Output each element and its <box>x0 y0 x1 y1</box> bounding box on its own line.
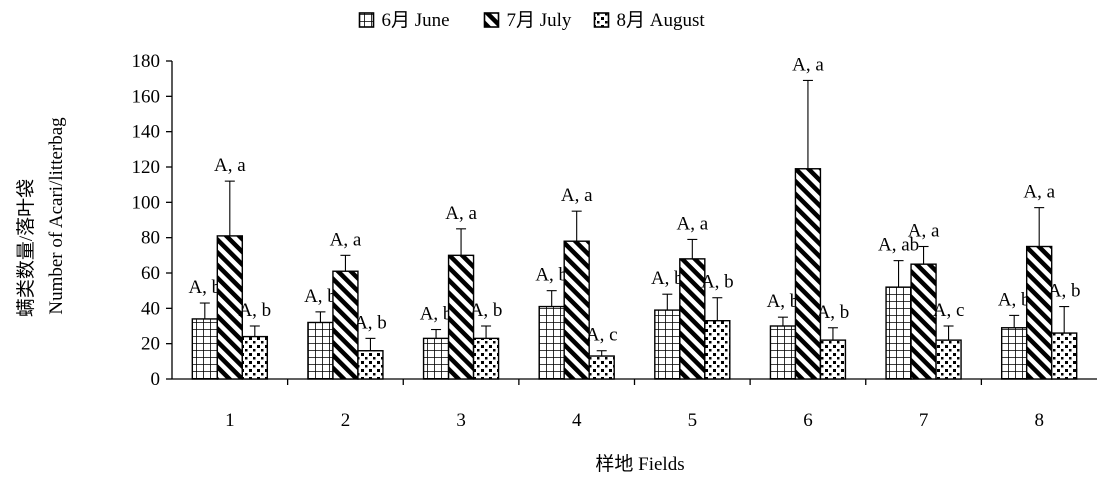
bar <box>563 240 590 380</box>
bar <box>307 321 334 380</box>
bar <box>885 286 912 380</box>
bar <box>819 339 847 380</box>
data-label: A, b <box>238 300 271 321</box>
data-label: A, b <box>354 312 387 333</box>
x-tick-label: 8 <box>1034 410 1044 431</box>
bar <box>1000 327 1028 380</box>
bar <box>241 335 269 380</box>
legend: 6月 June 7月 July 8月 August <box>358 10 706 31</box>
bar <box>1050 332 1078 380</box>
y-tick-label: 160 <box>132 86 161 107</box>
bar <box>654 309 681 380</box>
data-label: A, b <box>188 277 221 298</box>
data-label: A, a <box>908 221 940 242</box>
y-axis-title-en: Number of Acari/litterbag <box>46 117 67 315</box>
bar <box>935 339 962 380</box>
y-tick-label: 120 <box>132 157 161 178</box>
data-label: A, c <box>933 300 965 321</box>
data-label: A, b <box>767 291 800 312</box>
data-label: A, b <box>998 289 1031 310</box>
bar <box>216 235 244 380</box>
data-label: A, b <box>535 265 568 286</box>
data-label: A, a <box>561 185 593 206</box>
y-axis-title-cn: 螨类数量/落叶袋 <box>15 179 37 317</box>
y-tick-label: 0 <box>151 369 161 390</box>
bar <box>588 355 615 380</box>
data-label: A, b <box>470 300 503 321</box>
y-tick-label: 180 <box>132 51 161 72</box>
data-label: A, a <box>445 203 477 224</box>
x-tick-label: 4 <box>572 410 582 431</box>
y-tick-label: 20 <box>141 334 160 355</box>
data-label: A, a <box>1023 182 1055 203</box>
bar <box>538 305 565 380</box>
y-tick-label: 60 <box>141 263 160 284</box>
y-axis: 0 20 40 60 80 100 120 140 160 180 <box>132 51 173 390</box>
y-tick-label: 40 <box>141 298 160 319</box>
bar <box>794 168 822 380</box>
x-tick-label: 3 <box>456 410 466 431</box>
bar <box>332 270 359 380</box>
bar <box>422 337 450 380</box>
data-label: A, b <box>701 272 734 293</box>
legend-label: 7月 July <box>507 10 572 31</box>
bar <box>769 325 797 380</box>
bar <box>357 350 384 380</box>
legend-label: 8月 August <box>617 10 706 31</box>
bars-group: A, b A, a A, b A, b A, a A, b A, b A, a A, b A, b… <box>188 54 1081 380</box>
legend-swatch <box>358 12 375 28</box>
x-axis-title: 样地 Fields <box>595 453 684 475</box>
x-tick-label: 1 <box>225 410 235 431</box>
data-label: A, ab <box>878 235 919 256</box>
data-label: A, a <box>792 54 824 75</box>
data-label: A, c <box>586 325 618 346</box>
data-label: A, a <box>676 213 708 234</box>
y-tick-label: 100 <box>132 192 161 213</box>
x-axis: 1 2 3 4 5 6 7 8 <box>172 378 1097 431</box>
x-tick-label: 6 <box>803 410 813 431</box>
bar <box>447 254 475 380</box>
bar <box>472 337 500 380</box>
data-label: A, b <box>651 268 684 289</box>
x-tick-label: 2 <box>341 410 351 431</box>
data-label: A, a <box>330 229 362 250</box>
bar <box>679 258 706 380</box>
legend-swatch <box>593 12 610 28</box>
data-label: A, b <box>304 286 337 307</box>
bar <box>1025 245 1053 380</box>
data-label: A, b <box>420 304 453 325</box>
bar <box>191 318 219 380</box>
x-tick-label: 7 <box>919 410 929 431</box>
x-tick-label: 5 <box>688 410 698 431</box>
y-tick-label: 80 <box>141 228 160 249</box>
data-label: A, b <box>817 302 850 323</box>
legend-label: 6月 June <box>382 10 450 31</box>
bar <box>704 320 731 380</box>
data-label: A, a <box>214 155 246 176</box>
y-tick-label: 140 <box>132 122 161 143</box>
data-label: A, b <box>1048 281 1081 302</box>
bar <box>910 263 937 380</box>
legend-swatch <box>483 12 500 28</box>
